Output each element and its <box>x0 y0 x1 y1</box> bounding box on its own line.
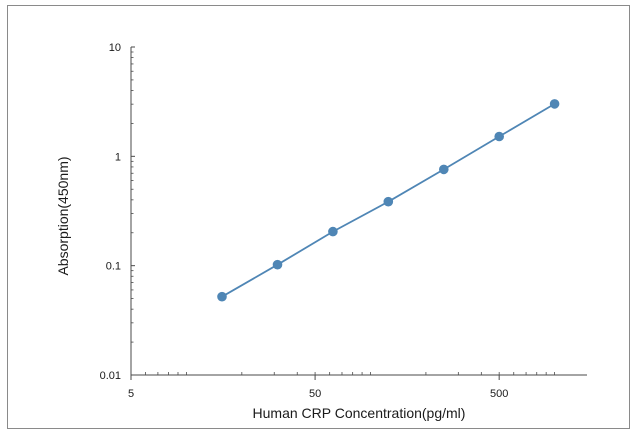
data-point <box>549 99 560 109</box>
y-tick-label: 10 <box>109 42 121 54</box>
axes <box>130 47 587 376</box>
x-tick-label: 5 <box>128 388 134 400</box>
data-point <box>272 259 283 270</box>
y-tick-label: 0.1 <box>106 261 121 273</box>
x-axis-title: Human CRP Concentration(pg/ml) <box>253 405 466 421</box>
data-point <box>494 131 505 142</box>
chart-frame <box>7 5 630 429</box>
data-point <box>217 291 227 302</box>
data-point <box>439 164 449 175</box>
series-group <box>217 99 560 302</box>
data-point <box>383 196 394 207</box>
ticks <box>130 46 555 380</box>
data-point <box>328 226 338 237</box>
y-tick-label: 1 <box>115 151 121 163</box>
x-tick-label: 500 <box>490 388 508 400</box>
y-tick-label: 0.01 <box>100 370 121 382</box>
y-axis-title: Absorption(450nm) <box>55 156 71 275</box>
tick-labels: 10 1 0.1 0.01 5 50 500 <box>100 42 509 400</box>
x-tick-label: 50 <box>309 388 321 400</box>
